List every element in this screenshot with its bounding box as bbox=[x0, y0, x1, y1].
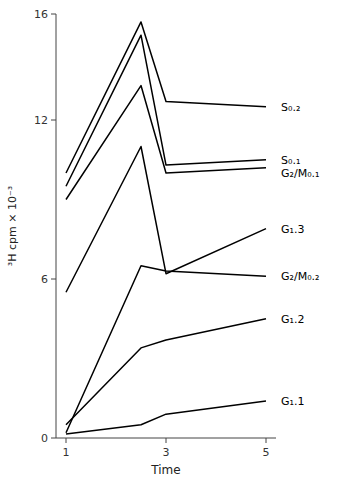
x-tick bbox=[166, 438, 167, 443]
series-labels: S₀.₂ S₀.₁G₂/M₀.₁ G₁.3 G₂/M₀.₂ G₁.2 G₁.1 bbox=[281, 101, 319, 408]
series-label: G₁.2 bbox=[281, 313, 304, 326]
lines bbox=[66, 22, 266, 434]
series-label: S₀.₁ bbox=[281, 154, 300, 167]
y-tick bbox=[51, 438, 56, 439]
series-label: S₀.₂ bbox=[281, 101, 300, 114]
y-axis-label: ³H cpm × 10⁻³ bbox=[6, 186, 19, 266]
chart: 135061216Time³H cpm × 10⁻³S₀.₂S₀.₁G₂/M₀.… bbox=[0, 0, 350, 484]
y-tick-label: 16 bbox=[34, 8, 48, 21]
y-axis-line bbox=[56, 14, 57, 438]
y-tick bbox=[51, 120, 56, 121]
x-tick-label: 5 bbox=[263, 446, 270, 459]
axes: 1 3 5 0 6 12 16 bbox=[34, 8, 276, 459]
y-tick-label: 12 bbox=[34, 114, 48, 127]
x-tick-label: 1 bbox=[63, 446, 70, 459]
series-line bbox=[66, 22, 266, 173]
x-tick bbox=[66, 438, 67, 443]
series-label: G₁.1 bbox=[281, 395, 304, 408]
x-axis-label: Time bbox=[150, 463, 180, 477]
y-tick bbox=[51, 279, 56, 280]
x-tick-label: 3 bbox=[163, 446, 170, 459]
y-tick bbox=[51, 14, 56, 15]
series-label: G₂/M₀.₁ bbox=[281, 167, 319, 180]
y-tick-label: 0 bbox=[41, 432, 48, 445]
series-line bbox=[66, 35, 266, 186]
series-line bbox=[66, 319, 266, 425]
y-tick-label: 6 bbox=[41, 273, 48, 286]
series-label: G₁.3 bbox=[281, 223, 304, 236]
x-tick bbox=[266, 438, 267, 443]
series-line bbox=[66, 266, 266, 433]
series-label: G₂/M₀.₂ bbox=[281, 270, 319, 283]
series-line bbox=[66, 86, 266, 200]
series-line bbox=[66, 401, 266, 434]
